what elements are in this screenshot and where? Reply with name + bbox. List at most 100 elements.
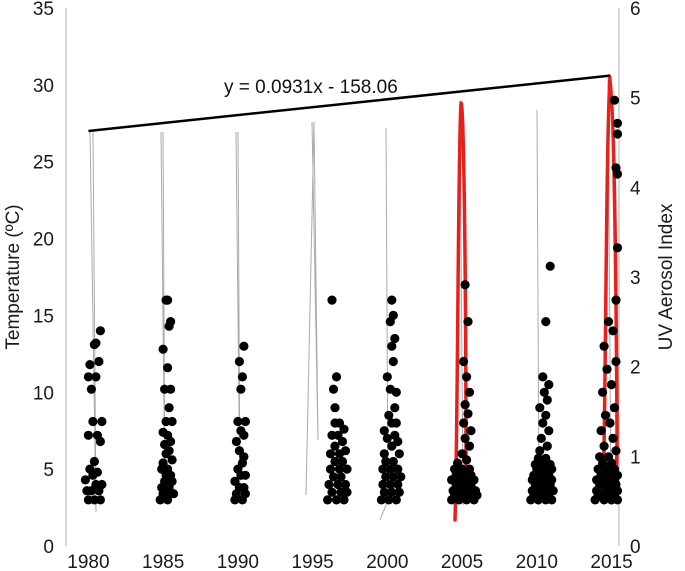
data-point — [336, 472, 346, 482]
data-point — [381, 472, 391, 482]
data-point — [595, 452, 605, 462]
data-point — [460, 400, 470, 410]
y-tick-label: 10 — [33, 383, 54, 404]
data-point — [97, 416, 107, 427]
x-tick-label: 1980 — [67, 552, 109, 571]
temp-line-2010 — [536, 109, 540, 506]
data-point — [233, 416, 243, 427]
data-point — [327, 487, 337, 497]
data-point — [606, 380, 617, 390]
data-point — [378, 479, 388, 490]
uv-aerosol-lines — [453, 74, 619, 522]
data-point — [599, 341, 609, 351]
data-point — [239, 341, 249, 351]
y2-tick-label: 3 — [630, 268, 641, 289]
x-tick-label: 2005 — [441, 552, 483, 571]
data-point — [158, 344, 168, 354]
data-point — [339, 495, 349, 505]
data-point — [382, 372, 392, 382]
y2-tick-label: 0 — [630, 537, 641, 558]
y2-tick-label: 6 — [630, 0, 641, 20]
data-point — [379, 487, 389, 497]
data-point — [164, 403, 174, 413]
data-point — [88, 416, 98, 427]
data-point — [158, 427, 168, 437]
data-point — [387, 487, 397, 497]
x-tick-label: 1985 — [142, 552, 184, 571]
data-point — [382, 433, 392, 443]
data-point — [340, 479, 351, 490]
data-point — [330, 403, 340, 413]
data-point — [231, 436, 241, 447]
data-point — [333, 430, 343, 440]
data-point — [391, 418, 401, 428]
x-tick-label: 1990 — [217, 552, 259, 571]
data-point — [379, 449, 389, 459]
data-point — [602, 364, 612, 374]
data-point — [459, 356, 469, 367]
data-point — [462, 372, 472, 382]
data-point — [92, 467, 102, 477]
data-point — [236, 426, 246, 436]
data-point — [236, 384, 246, 394]
data-point — [378, 464, 388, 474]
data-point — [535, 446, 545, 456]
temp-line-1995 — [305, 121, 319, 496]
y-tick-label: 15 — [33, 306, 54, 327]
data-point — [603, 452, 614, 462]
data-point — [385, 464, 395, 474]
data-point — [167, 455, 177, 465]
data-point — [611, 163, 621, 173]
data-point — [89, 456, 99, 467]
data-point — [396, 472, 406, 482]
y2-tick-label: 4 — [630, 178, 641, 199]
data-point — [379, 426, 389, 436]
trendline — [88, 74, 611, 133]
data-point — [337, 456, 348, 467]
data-point — [609, 403, 620, 413]
data-point — [85, 464, 95, 474]
y2-tick-labels: 0 1 2 3 4 5 6 — [630, 0, 641, 558]
data-point — [166, 317, 176, 327]
data-point — [393, 479, 403, 490]
y-axis-title: Temperature (ºC) — [3, 204, 24, 349]
data-point — [166, 384, 176, 394]
data-point — [535, 403, 545, 413]
x-tick-labels: 1980 1985 1990 1995 2000 2005 2010 2015 — [67, 552, 632, 571]
y-tick-labels: 0 5 10 15 20 25 30 35 — [33, 0, 54, 558]
data-point — [541, 317, 551, 327]
x-tick-label: 2015 — [590, 552, 632, 571]
data-point — [541, 410, 551, 420]
data-point — [605, 418, 615, 428]
data-point — [538, 372, 548, 382]
data-point — [536, 433, 546, 443]
data-point — [612, 243, 623, 253]
data-point — [457, 449, 467, 459]
data-point — [453, 458, 463, 468]
x-tick-label: 2010 — [516, 552, 558, 571]
data-point — [158, 458, 168, 468]
y2-tick-label: 2 — [630, 358, 641, 379]
data-point — [86, 384, 96, 394]
y-tick-label: 30 — [33, 76, 54, 97]
data-point — [539, 387, 549, 397]
data-point — [391, 387, 401, 397]
data-point — [463, 409, 473, 419]
data-point — [466, 426, 476, 436]
y-tick-label: 35 — [33, 0, 54, 20]
data-point — [91, 372, 101, 382]
data-point — [327, 295, 337, 305]
axes — [65, 8, 620, 546]
data-point — [611, 446, 621, 456]
data-point — [464, 464, 475, 474]
y2-tick-label: 5 — [630, 89, 641, 110]
data-point — [394, 487, 404, 497]
data-point — [333, 479, 343, 490]
data-point — [603, 317, 614, 327]
data-point — [596, 426, 606, 436]
data-point — [234, 446, 244, 456]
data-point — [342, 464, 352, 474]
data-point — [240, 470, 250, 480]
data-point — [325, 464, 336, 474]
data-point — [230, 476, 240, 486]
